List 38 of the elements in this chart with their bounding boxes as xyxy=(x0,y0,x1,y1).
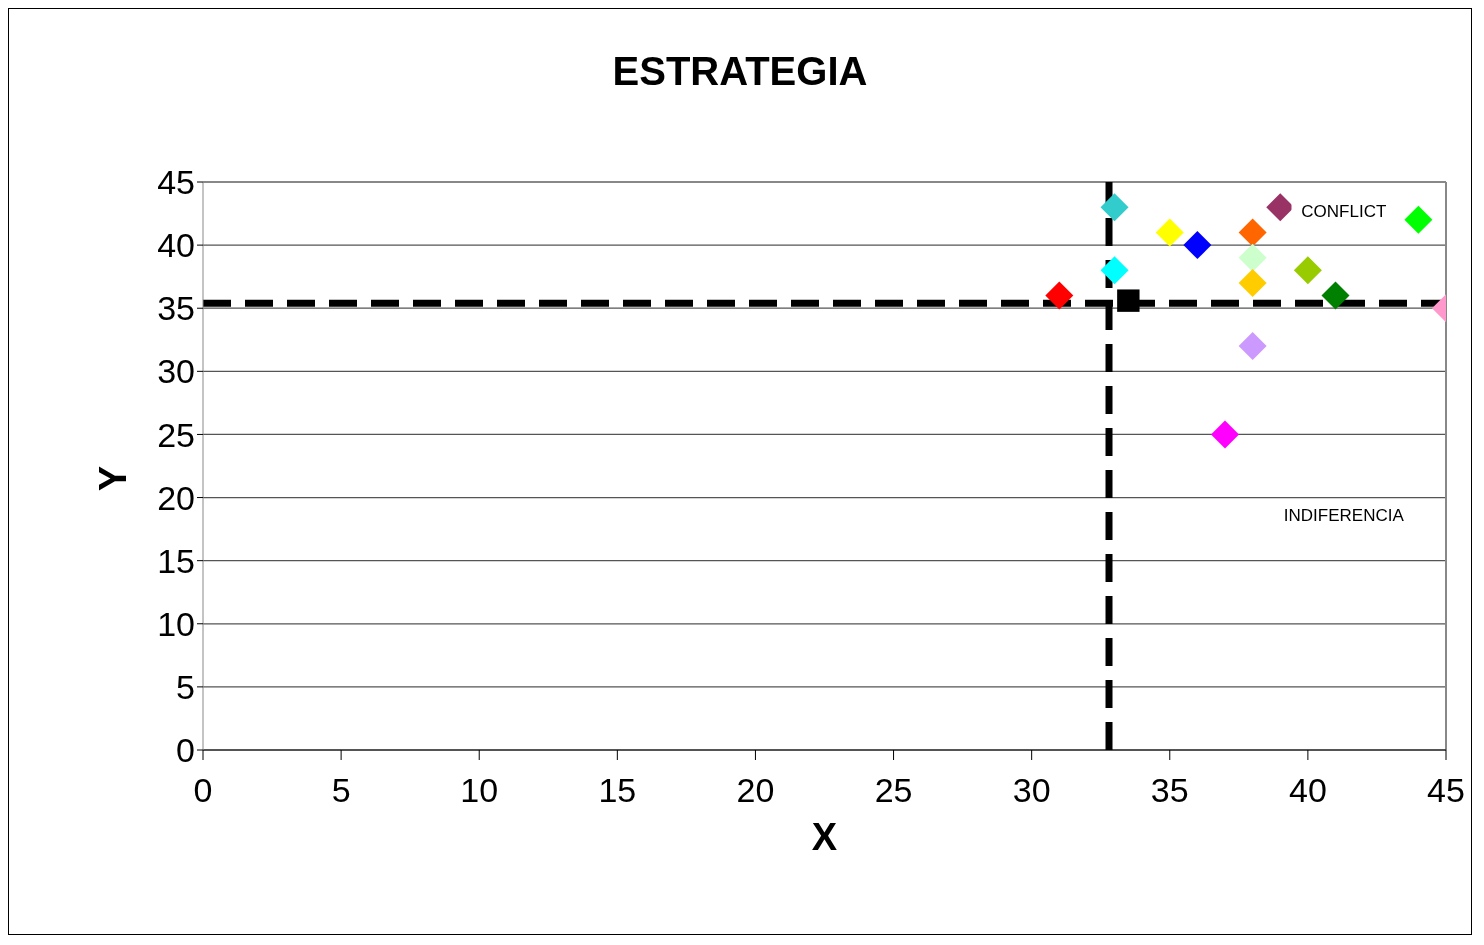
x-tick-label: 5 xyxy=(331,771,351,810)
y-tick-label: 45 xyxy=(157,163,195,202)
y-tick-label: 20 xyxy=(157,478,195,517)
point xyxy=(1100,193,1129,222)
point xyxy=(1045,281,1074,310)
point xyxy=(1293,256,1322,285)
y-tick-label: 40 xyxy=(157,226,195,265)
point xyxy=(1211,420,1240,449)
point xyxy=(1238,268,1267,297)
chart-title: ESTRATEGIA xyxy=(611,49,869,94)
annotation: CONFLICT xyxy=(1291,200,1397,225)
y-tick-label: 10 xyxy=(157,604,195,643)
x-tick-label: 30 xyxy=(1012,771,1051,810)
x-axis-title: X xyxy=(811,816,838,858)
point xyxy=(1238,243,1267,272)
x-tick-label: 25 xyxy=(874,771,913,810)
x-tick-label: 35 xyxy=(1150,771,1189,810)
x-tick-label: 10 xyxy=(460,771,499,810)
point xyxy=(1100,256,1129,285)
point xyxy=(1404,205,1433,234)
y-tick-label: 35 xyxy=(157,289,195,328)
y-axis-title: Y xyxy=(92,466,135,492)
point xyxy=(1321,281,1350,310)
point xyxy=(1238,218,1267,247)
y-tick-label: 15 xyxy=(157,541,195,580)
x-tick-label: 15 xyxy=(598,771,637,810)
y-tick-label: 25 xyxy=(157,415,195,454)
y-tick-label: 0 xyxy=(176,731,195,770)
x-tick-label: 20 xyxy=(736,771,775,810)
y-tick-label: 5 xyxy=(176,667,195,706)
x-tick-label: 45 xyxy=(1427,771,1465,810)
point xyxy=(1117,289,1140,312)
x-tick-label: 40 xyxy=(1288,771,1327,810)
annotation: INDIFERENCIA xyxy=(1273,504,1414,529)
point xyxy=(1183,231,1212,260)
y-tick-label: 30 xyxy=(157,352,195,391)
point xyxy=(1155,218,1184,247)
point xyxy=(1238,332,1267,361)
